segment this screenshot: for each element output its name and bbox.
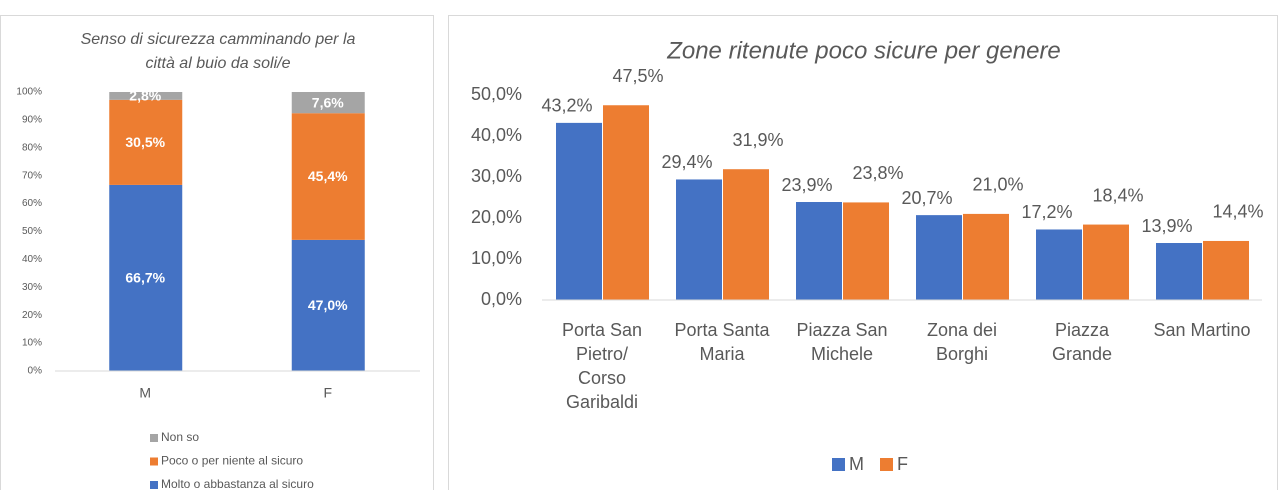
legend-swatch (150, 434, 158, 442)
data-label: 47,5% (612, 66, 663, 86)
bar (1036, 229, 1082, 300)
data-label: 45,4% (308, 168, 348, 184)
y-tick-label: 50% (22, 226, 42, 237)
bar (1083, 224, 1129, 300)
data-label: 31,9% (732, 130, 783, 150)
x-tick-label: Porta Santa Maria (674, 320, 770, 364)
bar (1203, 240, 1249, 300)
bar-segment (291, 239, 365, 371)
y-tick-label: 10,0% (471, 248, 522, 268)
legend-label: Non so (161, 430, 199, 444)
legend-swatch (880, 458, 893, 471)
data-label: 23,9% (781, 175, 832, 195)
x-tick-label: F (323, 385, 332, 401)
y-tick-label: 80% (22, 142, 42, 153)
data-label: 18,4% (1092, 185, 1143, 205)
data-label: 43,2% (541, 96, 592, 116)
legend-swatch (150, 481, 158, 489)
bar (603, 105, 649, 300)
chart-title: Zone ritenute poco sicure per genere (666, 37, 1061, 64)
y-tick-label: 40,0% (471, 125, 522, 145)
x-tick-label: Zona dei Borghi (927, 320, 997, 364)
data-label: 2,8% (129, 88, 161, 104)
bar (723, 169, 769, 300)
legend-label: F (897, 454, 908, 474)
data-label: 7,6% (312, 94, 344, 110)
y-tick-label: 60% (22, 198, 42, 209)
data-label: 21,0% (972, 175, 1023, 195)
bar-segment (109, 184, 183, 371)
legend-label: M (849, 454, 864, 474)
legend-swatch (150, 457, 158, 466)
bar (676, 179, 722, 300)
x-tick-label: Piazza Grande (1052, 320, 1112, 364)
data-label: 30,5% (125, 134, 165, 150)
data-label: 29,4% (661, 152, 712, 172)
data-label: 20,7% (901, 188, 952, 208)
bar-segment (291, 113, 365, 240)
x-tick-label: Piazza San Michele (796, 320, 887, 364)
legend-label: Poco o per niente al sicuro (161, 454, 303, 468)
data-label: 14,4% (1212, 202, 1263, 222)
data-label: 47,0% (308, 297, 348, 313)
y-tick-label: 30,0% (471, 166, 522, 186)
bar (916, 215, 962, 300)
bar-segment (291, 92, 365, 114)
bar (556, 122, 602, 300)
y-tick-label: 30% (22, 282, 42, 293)
data-label: 17,2% (1021, 202, 1072, 222)
bar-segment (109, 92, 183, 100)
x-tick-label: M (139, 385, 151, 401)
x-tick-label: Porta San Pietro/Corso Garibaldi (562, 320, 642, 412)
y-tick-label: 0,0% (481, 289, 522, 309)
data-label: 13,9% (1141, 216, 1192, 236)
y-tick-label: 100% (16, 87, 42, 98)
bar-segment (109, 99, 183, 185)
y-tick-label: 20,0% (471, 207, 522, 227)
bar (1156, 243, 1202, 300)
x-tick-label: San Martino (1153, 320, 1250, 340)
y-tick-label: 0% (28, 366, 43, 377)
legend-label: Molto o abbastanza al sicuro (161, 477, 314, 490)
y-tick-label: 70% (22, 170, 42, 181)
y-tick-label: 20% (22, 310, 42, 321)
legend-swatch (832, 458, 845, 471)
y-tick-label: 10% (22, 338, 42, 349)
bar (963, 213, 1009, 300)
y-tick-label: 90% (22, 115, 42, 126)
y-tick-label: 40% (22, 254, 42, 265)
data-label: 66,7% (125, 270, 165, 286)
bar (796, 202, 842, 300)
data-label: 23,8% (852, 163, 903, 183)
bar (843, 202, 889, 300)
y-tick-label: 50,0% (471, 84, 522, 104)
chart-title: Senso di sicurezza camminando per la citt… (81, 31, 356, 72)
panel (0, 15, 434, 490)
